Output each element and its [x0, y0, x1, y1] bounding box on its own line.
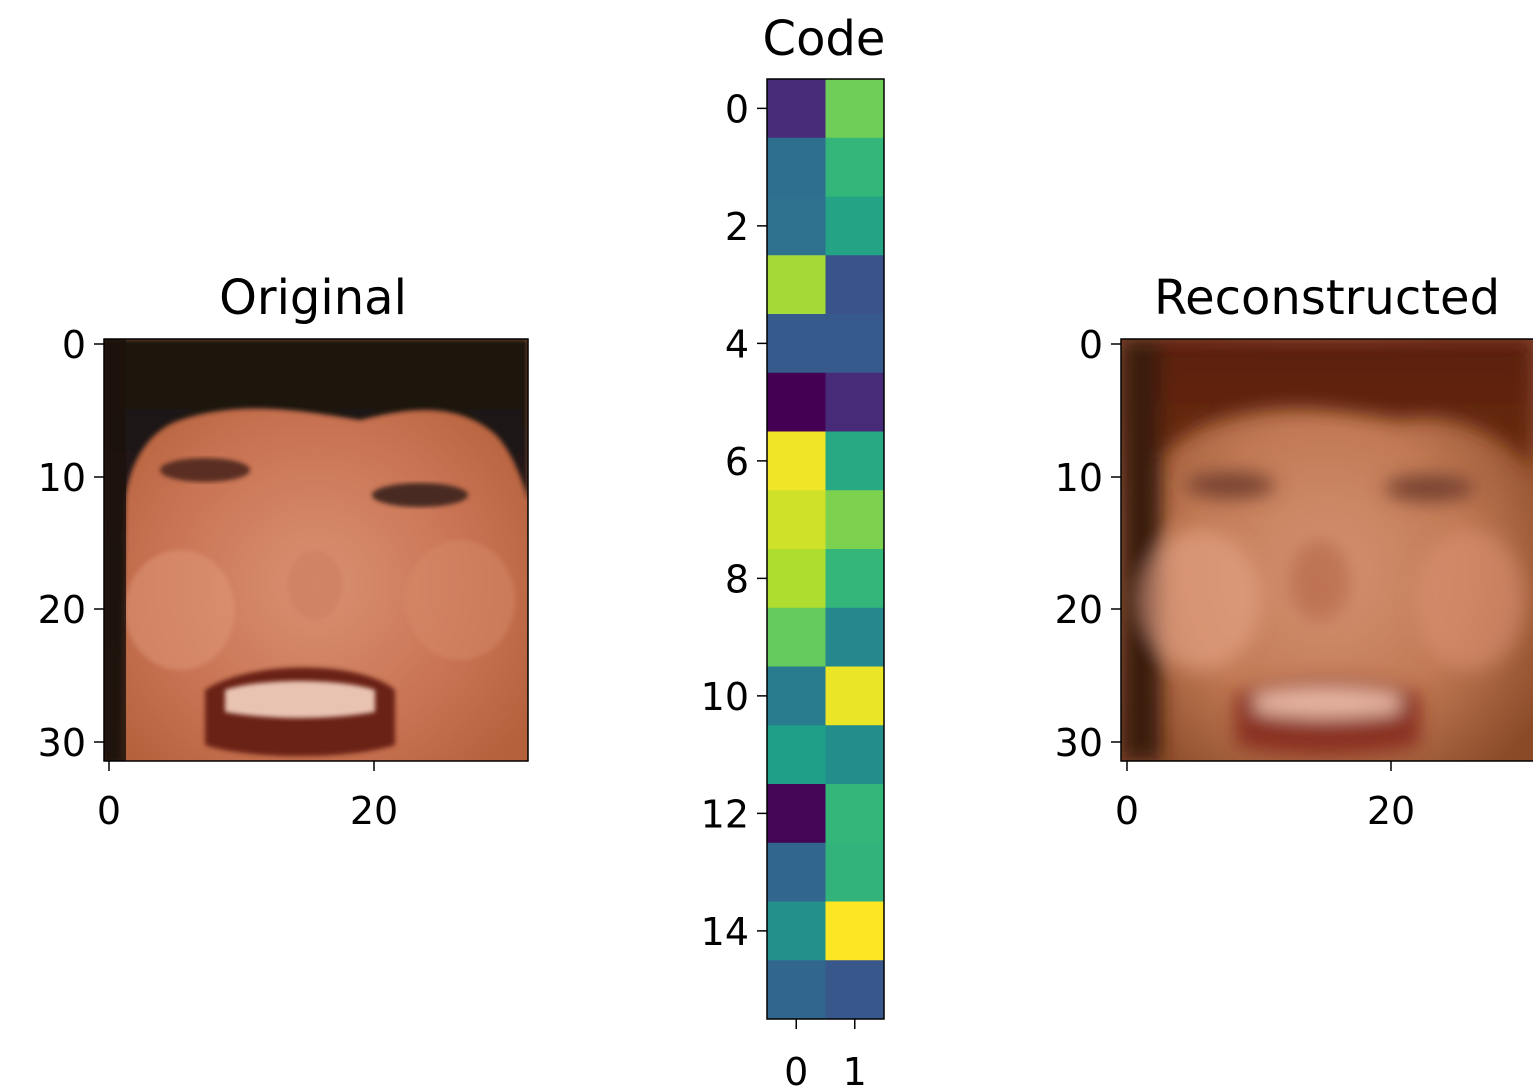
original-ytick-label: 30	[38, 721, 86, 765]
heatmap-cell	[825, 607, 885, 667]
heatmap-cell	[767, 137, 826, 197]
code-ytick-label: 2	[725, 205, 749, 249]
heatmap-cell	[767, 314, 826, 374]
original-ytick-label: 20	[38, 588, 86, 632]
reconstructed-image	[1121, 339, 1533, 761]
heatmap-cell	[825, 196, 885, 256]
reconstructed-title: Reconstructed	[1154, 270, 1500, 326]
original-ytick-label: 0	[62, 323, 86, 367]
code-ytick-label: 12	[701, 792, 749, 836]
original-image	[104, 339, 528, 761]
code-ytick-label: 4	[725, 322, 749, 366]
heatmap-cell	[825, 784, 885, 844]
heatmap-cell	[825, 549, 885, 609]
heatmap-cell	[767, 196, 826, 256]
heatmap-cell	[767, 431, 826, 491]
code-xtick-label: 1	[843, 1050, 867, 1089]
reconstructed-xtick-label: 0	[1115, 789, 1139, 833]
heatmap-cell	[767, 901, 826, 961]
reconstructed-x-ticks: 0 20	[1115, 761, 1415, 833]
heatmap-cell	[825, 314, 885, 374]
heatmap-cell	[825, 137, 885, 197]
code-heatmap-cells	[767, 79, 885, 1020]
reconstructed-ytick-label: 0	[1079, 323, 1103, 367]
original-xtick-label: 0	[97, 789, 121, 833]
original-panel: Original 0 10 20	[38, 270, 529, 833]
code-ytick-label: 0	[725, 87, 749, 131]
heatmap-cell	[825, 79, 885, 139]
heatmap-cell	[767, 960, 826, 1020]
reconstructed-xtick-label: 20	[1367, 789, 1415, 833]
reconstructed-y-ticks: 0 10 20 30	[1055, 323, 1121, 765]
heatmap-cell	[767, 666, 826, 726]
code-y-ticks: 0 2 4 6 8 10 12 14	[701, 87, 767, 954]
heatmap-cell	[825, 725, 885, 785]
heatmap-cell	[825, 255, 885, 315]
heatmap-cell	[825, 431, 885, 491]
heatmap-cell	[767, 549, 826, 609]
code-ytick-label: 6	[725, 440, 749, 484]
heatmap-cell	[767, 372, 826, 432]
heatmap-cell	[825, 960, 885, 1020]
heatmap-cell	[825, 666, 885, 726]
heatmap-cell	[825, 901, 885, 961]
reconstructed-frame	[1120, 338, 1533, 762]
heatmap-cell	[767, 79, 826, 139]
heatmap-cell	[767, 490, 826, 550]
code-ytick-label: 8	[725, 557, 749, 601]
heatmap-cell	[767, 725, 826, 785]
heatmap-cell	[825, 490, 885, 550]
code-ytick-label: 10	[701, 675, 749, 719]
reconstructed-panel: Reconstructed 0 10 20	[1055, 270, 1533, 833]
reconstructed-ytick-label: 30	[1055, 721, 1103, 765]
heatmap-cell	[767, 255, 826, 315]
reconstructed-ytick-label: 20	[1055, 588, 1103, 632]
original-xtick-label: 20	[350, 789, 398, 833]
original-ytick-label: 10	[38, 456, 86, 500]
code-xtick-label: 0	[784, 1050, 808, 1089]
original-frame	[103, 338, 529, 762]
original-x-ticks: 0 20	[97, 761, 398, 833]
code-ytick-label: 14	[701, 910, 749, 954]
heatmap-cell	[825, 842, 885, 902]
heatmap-cell	[825, 372, 885, 432]
original-title: Original	[219, 270, 407, 326]
heatmap-cell	[767, 607, 826, 667]
heatmap-cell	[767, 784, 826, 844]
original-y-ticks: 0 10 20 30	[38, 323, 104, 765]
reconstructed-ytick-label: 10	[1055, 456, 1103, 500]
code-title: Code	[763, 11, 886, 67]
code-frame	[766, 78, 885, 1020]
heatmap-cell	[767, 842, 826, 902]
